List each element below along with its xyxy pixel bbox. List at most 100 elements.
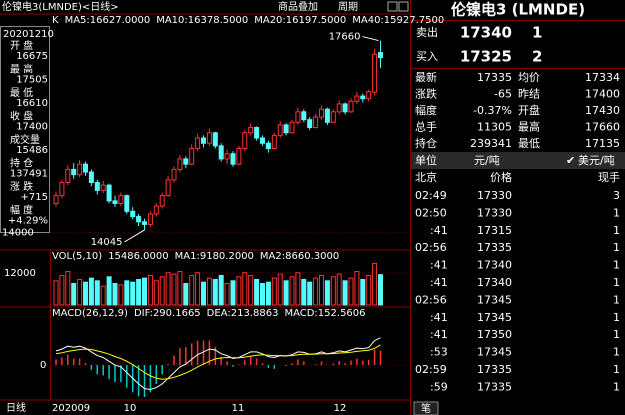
title-bar	[0, 0, 625, 14]
tick-time: 02:59	[415, 363, 447, 376]
candle-body	[106, 184, 112, 202]
volume-bar	[100, 285, 106, 306]
x-tick-label: 11	[232, 403, 245, 414]
tool-button[interactable]: 周期	[338, 1, 358, 13]
volume-bar	[242, 272, 248, 306]
candle-body	[142, 221, 147, 225]
volume-bar	[218, 274, 224, 306]
candle-body	[360, 95, 366, 100]
info-value: +4.29%	[8, 216, 48, 227]
candle-body	[136, 216, 142, 223]
candle-body	[59, 182, 65, 197]
tick-time: :41	[430, 259, 448, 272]
volume-bar	[212, 278, 218, 306]
legend-item: 15486.0000	[108, 251, 168, 262]
column-header: 价格	[490, 170, 512, 184]
tab-label[interactable]: 笔	[421, 402, 431, 415]
volume-bar	[195, 272, 201, 306]
high-label: 17660	[329, 32, 361, 43]
unit-label: 单位	[415, 153, 437, 167]
candle-body	[342, 103, 348, 113]
volume-bar	[77, 278, 83, 306]
volume-bar	[301, 278, 307, 306]
tick-qty: 1	[613, 276, 620, 289]
column-header: 北京	[415, 170, 437, 184]
volume-bar	[59, 274, 65, 306]
book-price: 17340	[460, 24, 512, 42]
volume-bar	[271, 277, 277, 306]
candle-body	[378, 52, 383, 59]
volume-bar	[254, 278, 260, 306]
tick-time: :53	[430, 346, 448, 359]
legend-item: VOL(5,10)	[52, 251, 102, 262]
candle-body	[153, 205, 159, 215]
stat-label: 涨跌	[415, 87, 437, 101]
icon[interactable]	[398, 1, 409, 12]
volume-bar	[71, 283, 77, 306]
tool-button[interactable]: 商品叠加	[278, 0, 318, 13]
legend-item: MA2:8660.3000	[260, 251, 339, 262]
candle-body	[112, 200, 118, 204]
stat-value: 11305	[477, 121, 512, 134]
tick-price: 17340	[477, 259, 512, 272]
book-qty: 2	[532, 48, 542, 66]
candle-body	[195, 137, 201, 149]
volume-bar	[248, 274, 254, 306]
quote-name: 伦镍电3 (LMNDE)	[451, 1, 585, 19]
tick-price: 17315	[477, 224, 512, 237]
volume-bar	[177, 270, 183, 306]
candle-body	[224, 153, 230, 160]
stat-label: 幅度	[415, 103, 437, 117]
tick-price: 17335	[477, 380, 512, 393]
legend-item: DIF:290.1665	[134, 308, 201, 319]
volume-bar	[83, 281, 88, 306]
volume-bar	[295, 272, 301, 306]
candle-body	[307, 119, 313, 129]
tick-price: 17340	[477, 276, 512, 289]
info-value: 137491	[10, 169, 48, 180]
unit-bar	[411, 152, 625, 169]
volume-bar	[224, 283, 230, 306]
candle-body	[118, 195, 124, 204]
tick-qty: 1	[613, 293, 620, 306]
icon[interactable]	[387, 1, 398, 12]
tick-qty: 1	[613, 380, 620, 393]
volume-bar	[130, 281, 136, 306]
legend-item: K	[52, 15, 59, 26]
legend-item: MA10:16378.5000	[156, 15, 248, 26]
volume-bar	[283, 280, 289, 306]
candle-body	[330, 111, 336, 123]
candle-body	[147, 213, 153, 225]
stat-label: 最高	[518, 120, 540, 134]
candle-body	[94, 182, 100, 191]
candle-body	[289, 121, 295, 134]
tick-qty: 1	[613, 346, 620, 359]
stat-label: 总手	[415, 120, 437, 134]
tab[interactable]	[413, 401, 439, 415]
candle-body	[254, 127, 260, 139]
info-label: 持 仓	[10, 157, 33, 170]
legend-item: MACD:152.5606	[284, 308, 365, 319]
candle-body	[183, 158, 189, 165]
book-qty: 1	[532, 24, 542, 42]
candle-body	[53, 195, 59, 204]
unit-check: ✔	[566, 154, 575, 167]
volume-bar	[342, 280, 348, 306]
tick-price: 17335	[477, 241, 512, 254]
volume-bar	[313, 277, 319, 306]
unit-option[interactable]: 元/吨	[474, 154, 500, 167]
book-price: 17325	[460, 48, 512, 66]
info-label: 最 低	[10, 86, 33, 99]
candle-body	[324, 108, 330, 123]
candle-body	[271, 134, 277, 149]
unit-option[interactable]: 美元/吨	[578, 154, 615, 167]
volume-bar	[372, 262, 378, 306]
volume-bar	[159, 276, 165, 306]
info-label: 收 盘	[10, 110, 33, 123]
tick-time: 02:56	[415, 241, 447, 254]
stat-label: 持仓	[415, 136, 437, 150]
volume-bar	[324, 280, 330, 306]
tick-qty: 1	[613, 259, 620, 272]
volume-bar	[88, 277, 94, 306]
low-label: 14045	[91, 237, 123, 248]
